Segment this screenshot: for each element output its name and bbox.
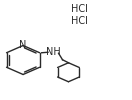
Text: N: N bbox=[19, 40, 27, 50]
Text: NH: NH bbox=[46, 47, 61, 57]
Text: HCl: HCl bbox=[71, 4, 88, 14]
Text: HCl: HCl bbox=[71, 16, 88, 26]
